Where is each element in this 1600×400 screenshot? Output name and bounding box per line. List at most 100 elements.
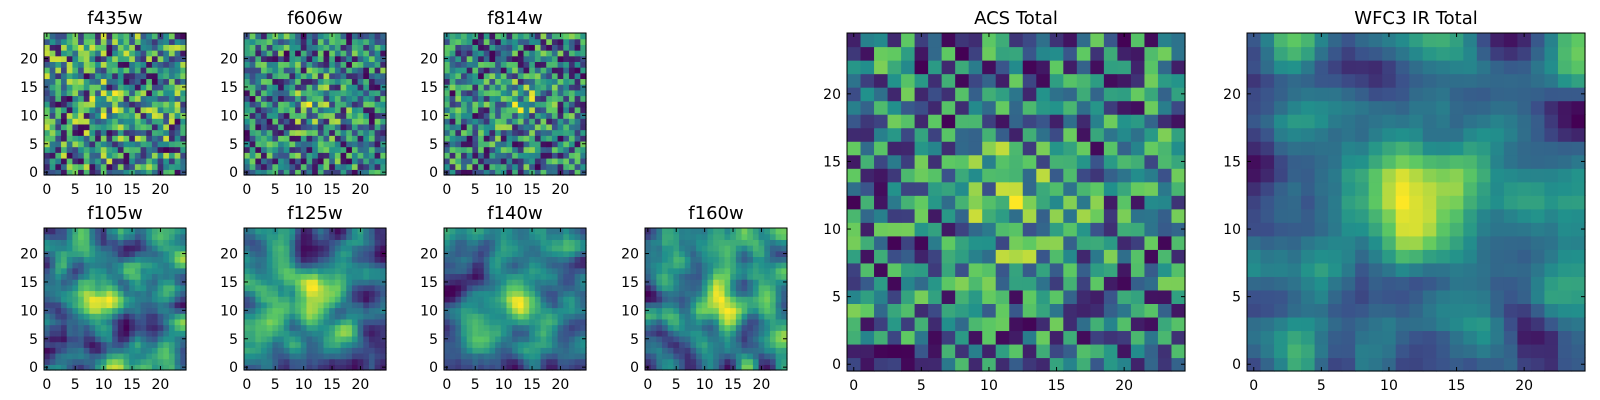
heatmap-cell <box>483 267 491 275</box>
heatmap-cell <box>489 95 496 102</box>
heatmap-cell <box>174 95 181 102</box>
heatmap-cell <box>574 61 581 68</box>
heatmap-cell <box>461 301 468 309</box>
heatmap-cell <box>157 341 164 348</box>
heatmap-cell <box>266 157 273 165</box>
heatmap-cell <box>506 307 513 314</box>
heatmap-cell <box>123 341 130 348</box>
heatmap-cell <box>95 335 102 343</box>
heatmap-cell <box>472 106 479 114</box>
heatmap-cell <box>563 152 570 159</box>
heatmap-cell <box>1009 357 1024 372</box>
heatmap-cell <box>44 262 51 269</box>
heatmap-cell <box>1090 357 1105 372</box>
heatmap-cell <box>568 239 576 246</box>
heatmap-cell <box>444 324 451 331</box>
heatmap-cell <box>529 284 536 292</box>
heatmap-cell <box>283 118 291 125</box>
heatmap-cell <box>329 95 336 102</box>
heatmap-cell <box>329 324 336 331</box>
heatmap-cell <box>283 233 291 240</box>
heatmap-cell <box>295 135 302 142</box>
heatmap-cell <box>679 284 686 292</box>
x-tick-label: 15 <box>523 182 541 198</box>
heatmap-cell <box>781 267 788 275</box>
y-tick-label: 0 <box>229 165 238 181</box>
heatmap-cell <box>83 279 91 286</box>
heatmap-cell <box>317 106 325 114</box>
heatmap-cell <box>163 256 170 263</box>
heatmap-cell <box>764 262 771 269</box>
heatmap-cell <box>747 228 754 235</box>
heatmap-cell <box>72 296 79 303</box>
heatmap-cell <box>163 163 170 170</box>
heatmap-cell <box>123 106 130 114</box>
heatmap-cell <box>151 335 159 343</box>
heatmap-cell <box>741 267 748 275</box>
heatmap-cell <box>690 358 697 365</box>
heatmap-cell <box>495 44 502 51</box>
heatmap-cell <box>140 228 147 235</box>
heatmap-cell <box>557 239 564 246</box>
heatmap-cell <box>764 352 771 360</box>
heatmap-cell <box>449 313 456 320</box>
heatmap-cell <box>151 341 159 348</box>
heatmap-cell <box>278 256 285 263</box>
heatmap-cell <box>523 324 530 331</box>
heatmap-cell <box>444 67 451 74</box>
heatmap-cell <box>380 118 387 125</box>
heatmap-cell <box>506 152 513 159</box>
heatmap-cell <box>546 335 553 343</box>
heatmap-cell <box>489 273 496 280</box>
heatmap-cell <box>529 307 536 314</box>
heatmap-cell <box>847 222 862 237</box>
heatmap-cell <box>157 301 164 309</box>
heatmap-cell <box>495 262 502 269</box>
heatmap-cell <box>546 101 553 108</box>
heatmap-cell <box>346 341 353 348</box>
heatmap-cell <box>455 129 462 136</box>
heatmap-cell <box>117 152 125 159</box>
heatmap-cell <box>982 330 997 345</box>
heatmap-cell <box>495 250 502 257</box>
heatmap-cell <box>769 296 777 303</box>
heatmap-cell <box>351 50 359 57</box>
heatmap-cell <box>106 352 113 360</box>
heatmap-cell <box>272 44 279 51</box>
heatmap-cell <box>72 123 79 131</box>
heatmap-cell <box>334 44 342 51</box>
heatmap-cell <box>696 279 703 286</box>
heatmap-cell <box>312 72 319 80</box>
heatmap-cell <box>163 284 170 292</box>
heatmap-cell <box>244 341 251 348</box>
heatmap-cell <box>551 101 559 108</box>
heatmap-cell <box>106 152 113 159</box>
heatmap-cell <box>472 135 479 142</box>
heatmap-cell <box>261 250 268 257</box>
heatmap-cell <box>374 267 381 275</box>
heatmap-cell <box>534 267 542 275</box>
heatmap-cell <box>363 101 370 108</box>
heatmap-cell <box>673 352 680 360</box>
heatmap-cell <box>540 347 547 354</box>
heatmap-cell <box>83 61 91 68</box>
heatmap-cell <box>351 284 359 292</box>
heatmap-cell <box>300 84 308 91</box>
heatmap-cell <box>134 89 142 97</box>
heatmap-cell <box>557 89 564 97</box>
heatmap-cell <box>551 290 559 297</box>
heatmap-cell <box>278 157 285 165</box>
heatmap-cell <box>151 38 159 45</box>
heatmap-cell <box>174 233 181 240</box>
heatmap-cell <box>146 267 153 275</box>
heatmap-cell <box>1157 276 1173 291</box>
heatmap-cell <box>261 228 268 235</box>
heatmap-cell <box>163 112 170 119</box>
heatmap-cell <box>955 357 970 372</box>
heatmap-cell <box>557 50 564 57</box>
heatmap-cell <box>874 357 889 372</box>
heatmap-cell <box>66 118 73 125</box>
heatmap-cell <box>266 347 273 354</box>
heatmap-cell <box>368 38 376 45</box>
heatmap-cell <box>244 318 251 326</box>
